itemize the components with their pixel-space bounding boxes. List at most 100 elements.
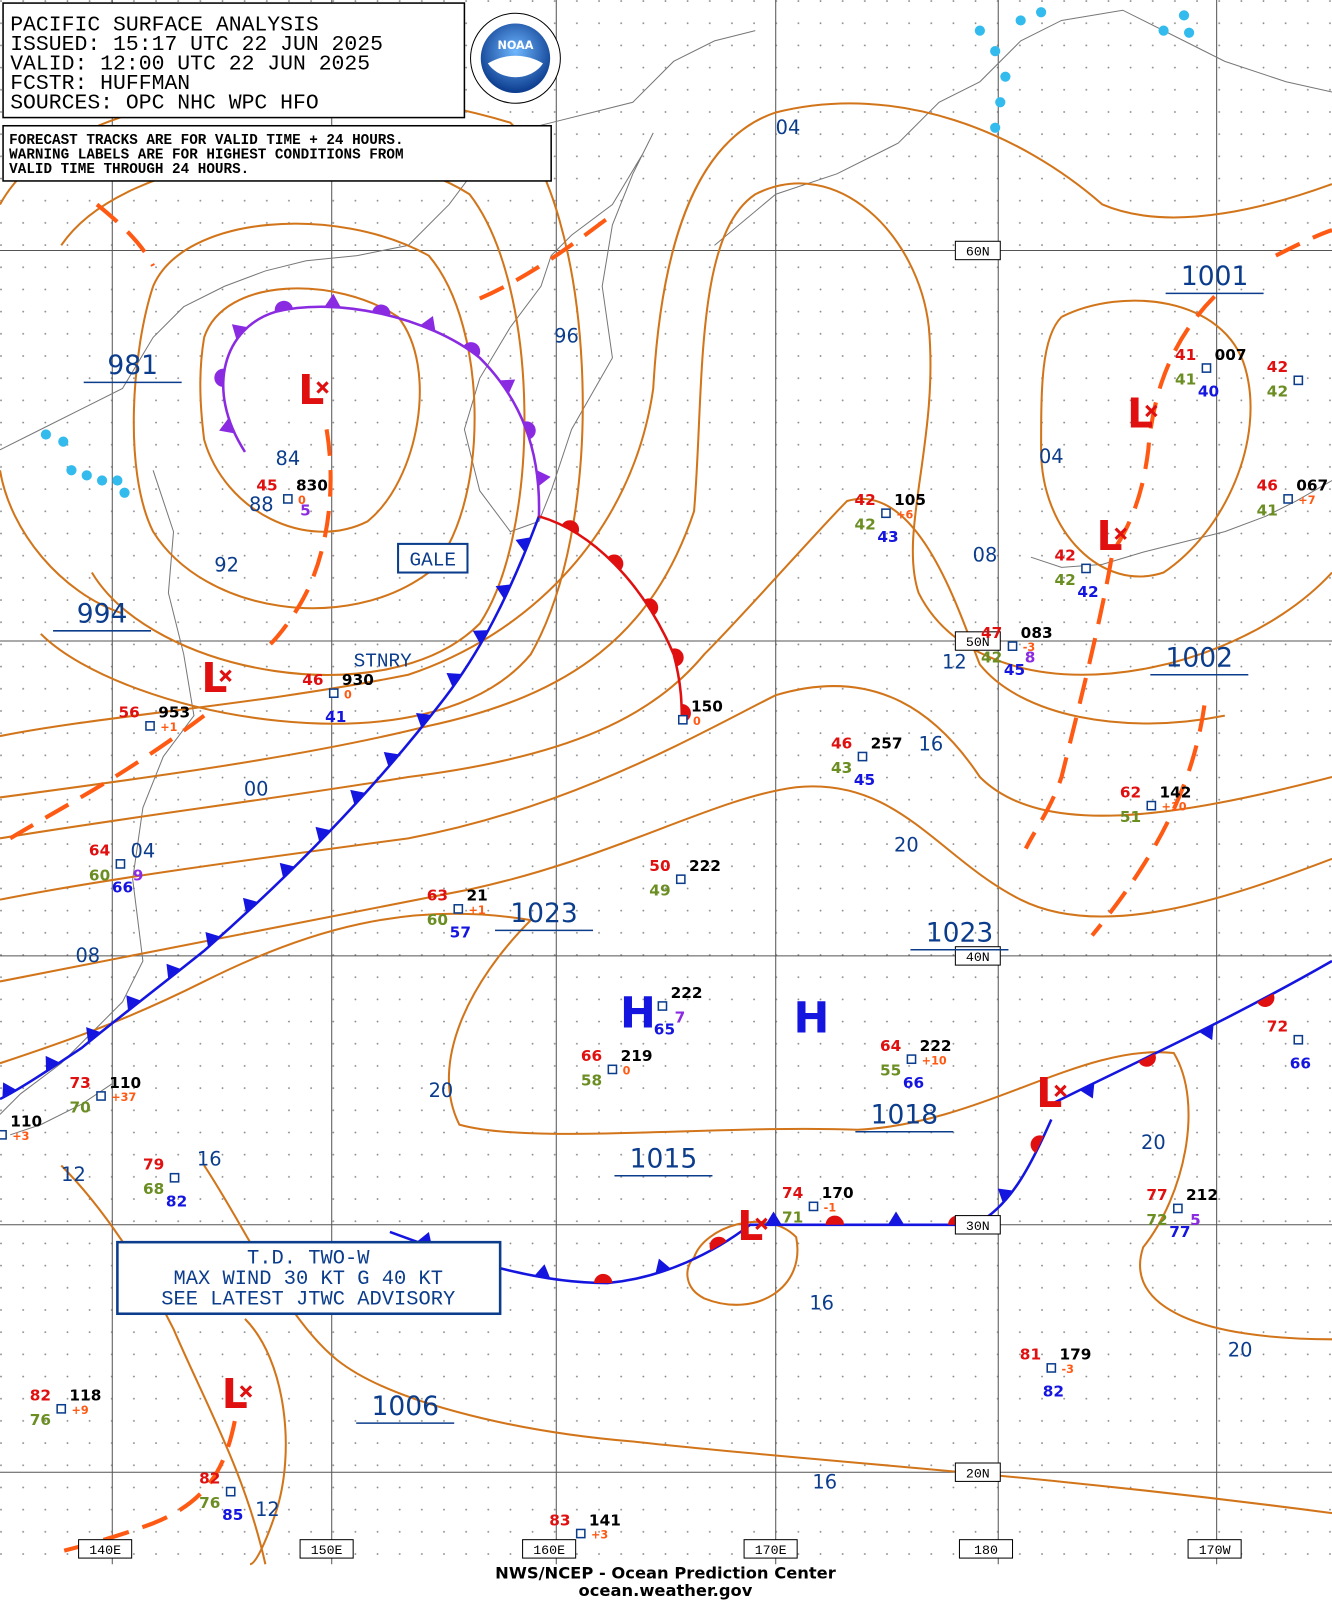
- station-sea-temp: 82: [166, 1192, 187, 1210]
- station-pressure: 170: [822, 1184, 854, 1202]
- station-temperature: 42: [854, 491, 875, 509]
- lat-label-box: [954, 631, 1001, 651]
- graticule: [0, 0, 1332, 1565]
- ice-dot: [66, 465, 77, 476]
- station-sea-temp: 77: [1169, 1223, 1190, 1241]
- station-pressure: 007: [1215, 346, 1247, 364]
- isobar-label: 1023: [926, 918, 994, 949]
- lon-label: 160E: [533, 1543, 565, 1558]
- station-marker: [1283, 494, 1293, 504]
- station-tendency: +9: [71, 1404, 88, 1417]
- isobar-label: 04: [776, 116, 801, 139]
- lat-label: 20N: [966, 1466, 990, 1481]
- station-dewpoint: 60: [89, 866, 110, 884]
- lon-label: 180: [974, 1543, 998, 1558]
- station-marker: [453, 904, 464, 914]
- station-temperature: 74: [782, 1184, 803, 1202]
- station-pressure: 110: [10, 1113, 42, 1131]
- ice-dot: [119, 487, 130, 498]
- station-temperature: 47: [981, 624, 1002, 642]
- gale-box: GALE: [397, 542, 469, 574]
- station-marker: [906, 1054, 917, 1065]
- front-symbol: [472, 630, 489, 645]
- lon-label: 150E: [311, 1543, 343, 1558]
- lat-label: 40N: [966, 950, 990, 965]
- lat-label-box: [954, 1462, 1001, 1482]
- ice-dot: [96, 475, 108, 486]
- station-tendency: +1: [160, 721, 177, 734]
- front-symbol: [166, 963, 182, 980]
- station-marker: [1007, 641, 1018, 651]
- front-symbol: [672, 648, 684, 667]
- isobar-label: 08: [75, 944, 100, 967]
- station-temperature: 46: [302, 671, 323, 689]
- station-sea-temp: 45: [1004, 661, 1025, 679]
- station-tendency: -3: [1062, 1363, 1074, 1376]
- station-temperature: 42: [1055, 546, 1076, 564]
- station-sea-temp: 40: [1198, 383, 1219, 401]
- station-pressure: 219: [621, 1047, 653, 1065]
- ice-dot: [990, 46, 1001, 57]
- station-marker: [657, 1001, 668, 1011]
- tropical-box: T.D. TWO-W MAX WIND 30 KT G 40 KT SEE LA…: [116, 1240, 502, 1316]
- isobar-label: 1023: [510, 898, 578, 929]
- lat-label: 30N: [966, 1219, 990, 1234]
- header-box: PACIFIC SURFACE ANALYSIS ISSUED: 15:17 U…: [2, 2, 561, 119]
- station-marker: [145, 721, 155, 731]
- station-dewpoint: 55: [880, 1062, 901, 1080]
- note-line: VALID TIME THROUGH 24 HOURS.: [9, 162, 249, 178]
- front-symbol: [279, 862, 295, 879]
- low-x: [316, 381, 329, 394]
- station-pressure: 222: [671, 984, 703, 1002]
- station-marker: [1081, 563, 1091, 574]
- lon-label: 170E: [755, 1543, 787, 1558]
- lon-label-box: [958, 1539, 1014, 1559]
- station-temperature: 56: [119, 704, 140, 722]
- station-sea-temp: 85: [222, 1506, 243, 1524]
- station-tendency: +1: [468, 904, 485, 917]
- station-pressure: 105: [894, 491, 926, 509]
- front-symbol: [997, 1188, 1014, 1204]
- station-temperature: 64: [89, 842, 110, 860]
- front-symbol: [1030, 1135, 1044, 1153]
- isobar-label: 16: [197, 1147, 222, 1170]
- isobar-label: 16: [812, 1471, 837, 1494]
- isobar-label: 08: [973, 543, 998, 566]
- station-tendency: +10: [922, 1054, 947, 1067]
- station-tendency: +37: [111, 1091, 136, 1104]
- station-marker: [328, 688, 339, 699]
- header-line: SOURCES: OPC NHC WPC HFO: [10, 91, 319, 115]
- ice-dot: [40, 429, 52, 440]
- footer-line: NWS/NCEP - Ocean Prediction Center: [495, 1564, 836, 1583]
- ice-dot: [81, 470, 92, 481]
- station-dewpoint: 68: [143, 1180, 164, 1198]
- isobar-label: 12: [942, 651, 967, 674]
- lat-label: 60N: [966, 245, 990, 260]
- station-pressure: 083: [1021, 624, 1053, 642]
- station-marker: [1173, 1203, 1183, 1214]
- station-sea-temp: 41: [325, 708, 346, 726]
- isobar-label: 00: [244, 777, 269, 800]
- front-symbol: [463, 342, 481, 357]
- station-visibility: 9: [133, 866, 144, 884]
- station-tendency: +10: [1162, 801, 1187, 814]
- station-marker: [96, 1091, 106, 1101]
- station-temperature: 41: [1175, 346, 1196, 364]
- isobar-label: 88: [249, 493, 274, 516]
- lat-label-box: [954, 946, 1001, 966]
- isobar-label: 994: [77, 599, 128, 630]
- lon-label-box: [1187, 1539, 1242, 1559]
- station-pressure: 179: [1059, 1346, 1091, 1364]
- station-temperature: 81: [1020, 1346, 1041, 1364]
- station-pressure: 150: [691, 698, 723, 716]
- station-sea-temp: 42: [1077, 583, 1098, 601]
- station-pressure: 067: [1296, 477, 1328, 495]
- high-center: H: [794, 994, 830, 1044]
- front-symbol: [274, 300, 293, 312]
- ice-dot: [995, 97, 1006, 108]
- isobar-label: 1001: [1181, 261, 1249, 292]
- note-line: WARNING LABELS ARE FOR HIGHEST CONDITION…: [9, 147, 403, 163]
- station-pressure: 141: [589, 1511, 621, 1529]
